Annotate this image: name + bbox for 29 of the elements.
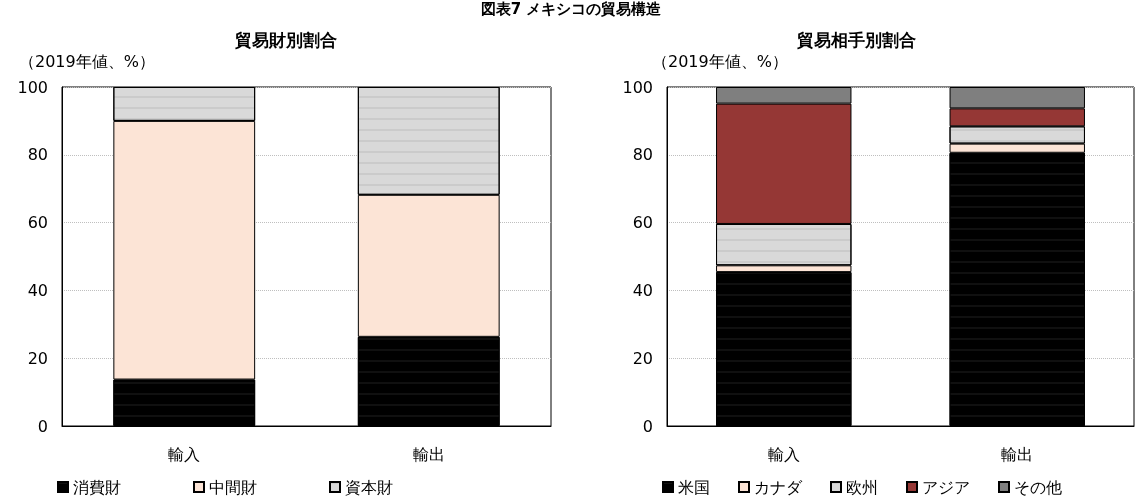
y-tick-label: 80 — [632, 145, 653, 165]
y-axis-title: （2019年値、%） — [19, 51, 155, 71]
legend-label: 消費財 — [73, 477, 121, 497]
legend-label: 中間財 — [209, 477, 257, 497]
y-tick-label: 20 — [632, 348, 653, 368]
legend-label: 米国 — [678, 477, 710, 497]
y-tick-label: 80 — [27, 145, 48, 165]
y-axis-title: （2019年値、%） — [652, 51, 788, 71]
x-tick-label: 輸出 — [412, 444, 445, 464]
y-tick-label: 100 — [622, 77, 653, 97]
legend-label: その他 — [1014, 477, 1062, 497]
x-tick-label: 輸出 — [1001, 444, 1034, 464]
chart-subtitle: 貿易財別割合 — [233, 29, 337, 50]
legend-label: 資本財 — [345, 477, 393, 497]
y-tick-label: 40 — [27, 280, 48, 300]
y-tick-label: 60 — [632, 213, 653, 233]
y-tick-label: 0 — [642, 416, 653, 436]
legend-label: カナダ — [754, 477, 803, 497]
y-tick-label: 20 — [27, 348, 48, 368]
y-tick-label: 0 — [37, 416, 48, 436]
y-tick-label: 40 — [632, 280, 653, 300]
y-tick-label: 100 — [17, 77, 48, 97]
y-tick-label: 60 — [27, 213, 48, 233]
legend-label: 欧州 — [846, 477, 878, 497]
x-tick-label: 輸入 — [767, 444, 800, 464]
x-tick-label: 輸入 — [168, 444, 201, 464]
chart-title: 図表7 メキシコの貿易構造 — [479, 0, 663, 18]
chart-subtitle: 貿易相手別割合 — [796, 29, 916, 50]
legend-label: アジア — [922, 477, 970, 497]
